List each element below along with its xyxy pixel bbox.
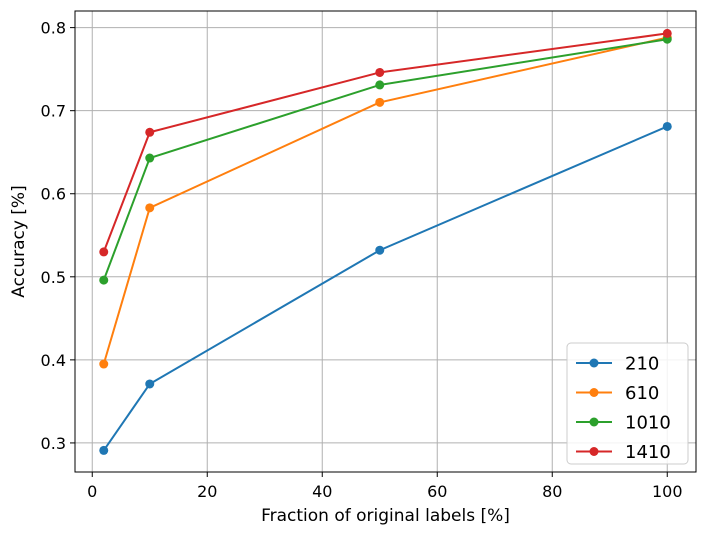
- legend-swatch-marker: [589, 417, 599, 427]
- y-tick-label: 0.8: [41, 19, 66, 38]
- data-point: [375, 67, 385, 77]
- legend-entry: 610: [576, 383, 659, 404]
- legend-box: [566, 342, 689, 465]
- data-point: [375, 80, 385, 90]
- data-point: [145, 379, 155, 389]
- legend: 210 610 1010 1410: [566, 342, 689, 465]
- data-point: [99, 445, 109, 455]
- data-point: [145, 127, 155, 137]
- series-1010: [99, 34, 672, 285]
- y-tick-label: 0.7: [41, 102, 66, 121]
- x-tick-label: 0: [87, 482, 97, 501]
- x-tick-label: 60: [427, 482, 447, 501]
- series-1410: [99, 28, 672, 257]
- data-point: [375, 97, 385, 107]
- legend-swatch-marker: [589, 447, 599, 456]
- data-point: [375, 245, 385, 255]
- legend-label: 610: [625, 383, 659, 404]
- data-point: [145, 203, 155, 213]
- legend-swatch-marker: [589, 388, 599, 397]
- legend-entry: 1410: [576, 442, 671, 463]
- y-tick-label: 0.4: [41, 351, 66, 370]
- data-point: [99, 359, 109, 369]
- plot-frame: [74, 10, 697, 473]
- x-axis-label: Fraction of original labels [%]: [261, 506, 510, 526]
- x-tick-label: 40: [312, 482, 332, 501]
- data-point: [99, 247, 109, 257]
- legend-swatch-marker: [589, 358, 599, 368]
- series-210: [99, 121, 672, 455]
- data-point: [662, 121, 672, 131]
- data-point: [99, 275, 109, 285]
- x-tick-label: 80: [542, 482, 562, 501]
- y-tick-label: 0.3: [41, 434, 66, 453]
- legend-entry: 210: [576, 354, 659, 375]
- y-axis-label: Accuracy [%]: [9, 185, 29, 297]
- x-tick-label: 20: [197, 482, 217, 501]
- legend-label: 1010: [625, 413, 671, 434]
- legend-label: 1410: [625, 442, 671, 463]
- series-line: [102, 125, 668, 451]
- y-tick-label: 0.5: [41, 268, 66, 287]
- x-tick-label: 100: [652, 482, 683, 501]
- legend-entry: 1010: [576, 413, 671, 434]
- series-line: [102, 38, 668, 281]
- data-point: [145, 153, 155, 163]
- series-line: [102, 36, 668, 365]
- legend-label: 210: [625, 354, 659, 375]
- series-line: [102, 32, 668, 253]
- y-tick-label: 0.6: [41, 185, 66, 204]
- axis-ticks: 0 20 40 60 80 100 0.3 0.4 0.5 0.6 0.7 0.8: [41, 19, 683, 501]
- data-point: [662, 28, 672, 38]
- series-layer: [99, 28, 672, 455]
